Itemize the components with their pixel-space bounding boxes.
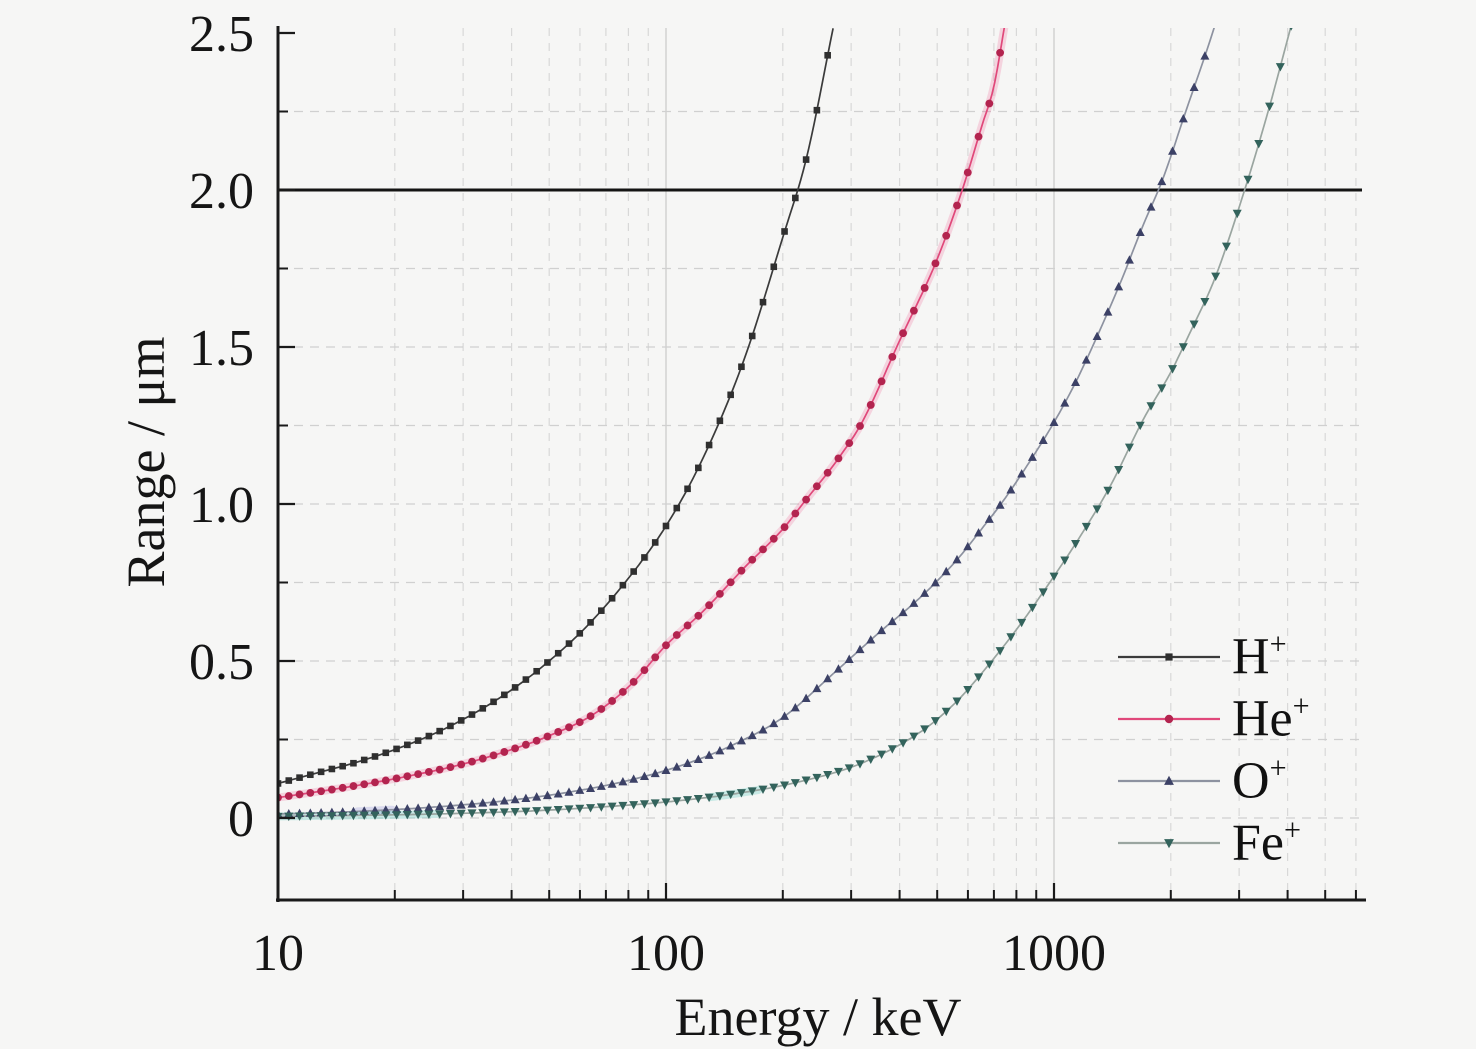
legend-label-he: He+ <box>1232 688 1310 748</box>
y-tick-label-1.0: 1.0 <box>189 477 254 534</box>
series-line-He+ <box>279 28 1006 799</box>
series-line-O+ <box>279 28 1215 815</box>
legend-sample-h-icon <box>1118 653 1220 661</box>
y-tick-label-1.5: 1.5 <box>189 320 254 377</box>
y-tick-label-2.0: 2.0 <box>189 163 254 220</box>
tick-marks <box>276 31 1357 900</box>
legend: H+ He+ O+ Fe+ <box>1116 626 1310 874</box>
series-line-H+ <box>279 28 834 785</box>
legend-sample-o-icon <box>1118 775 1220 785</box>
markers-He+ <box>279 48 1005 802</box>
markers-H+ <box>279 51 831 787</box>
x-tick-label-1000: 1000 <box>1002 925 1106 982</box>
legend-label-h: H+ <box>1232 626 1287 686</box>
markers-O+ <box>279 51 1210 818</box>
x-tick-label-100: 100 <box>627 925 705 982</box>
legend-label-o: O+ <box>1232 750 1287 810</box>
axes <box>276 26 1366 902</box>
y-tick-label-0.5: 0.5 <box>189 634 254 691</box>
tick-labels: 10 100 1000 0 0.5 1.0 1.5 2.0 2.5 <box>189 6 1106 982</box>
y-axis-title: Range / μm <box>116 336 176 588</box>
series-markers <box>279 28 1293 822</box>
y-tick-label-0: 0 <box>228 791 254 848</box>
series-glows <box>279 28 1009 821</box>
legend-sample-he-icon <box>1118 714 1220 724</box>
legend-sample-fe-icon <box>1118 839 1220 849</box>
markers-Fe+ <box>279 28 1293 822</box>
legend-item-o: O+ <box>1116 750 1310 812</box>
x-tick-label-10: 10 <box>252 925 304 982</box>
legend-item-he: He+ <box>1116 688 1310 750</box>
legend-item-fe: Fe+ <box>1116 812 1310 874</box>
x-axis-title: Energy / keV <box>674 987 962 1047</box>
legend-item-h: H+ <box>1116 626 1310 688</box>
legend-label-fe: Fe+ <box>1232 812 1302 872</box>
y-tick-label-2.5: 2.5 <box>189 6 254 63</box>
